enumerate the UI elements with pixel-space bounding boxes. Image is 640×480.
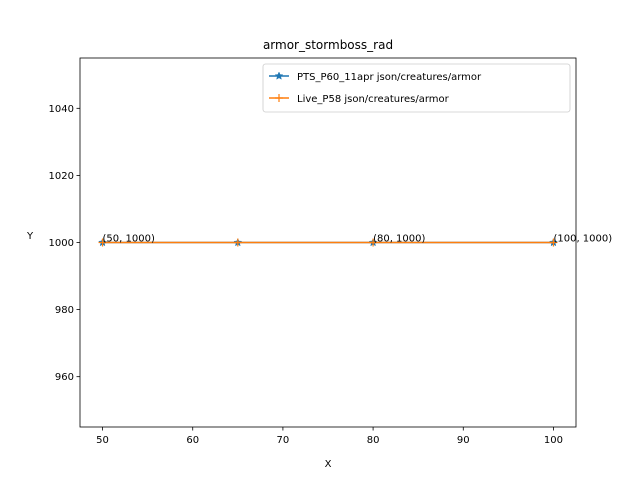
y-axis-label: Y	[26, 231, 34, 242]
x-tick-label: 80	[367, 435, 380, 446]
x-axis-label: X	[325, 459, 332, 470]
y-axis: 960 980 1000 1020 1040	[49, 104, 80, 383]
data-point-plus	[549, 238, 558, 247]
series-layer	[98, 237, 558, 247]
legend-label: Live_P58 json/creatures/armor	[297, 94, 450, 105]
y-tick-label: 960	[55, 372, 74, 383]
y-tick-label: 980	[55, 305, 74, 316]
legend-label: PTS_P60_11apr json/creatures/armor	[297, 72, 482, 83]
data-point-star	[274, 71, 284, 80]
series-2	[98, 238, 558, 247]
legend-box	[262, 63, 571, 113]
data-label: (50, 1000)	[103, 234, 155, 245]
annotation-layer: (50, 1000) (80, 1000) (100, 1000)	[103, 234, 613, 245]
data-point-plus	[98, 238, 107, 247]
data-point-plus	[233, 238, 242, 247]
legend-item: PTS_P60_11apr json/creatures/armor	[269, 71, 482, 83]
x-axis: 50 60 70 80 90 100	[96, 427, 563, 446]
data-label: (80, 1000)	[373, 234, 425, 245]
x-tick-label: 70	[277, 435, 290, 446]
data-point-plus	[275, 94, 283, 102]
y-tick-label: 1040	[49, 104, 74, 115]
x-tick-label: 50	[96, 435, 109, 446]
y-tick-label: 1020	[49, 171, 74, 182]
legend: PTS_P60_11apr json/creatures/armor Live_P…	[262, 63, 571, 113]
chart-title: armor_stormboss_rad	[263, 38, 393, 52]
x-tick-label: 90	[457, 435, 470, 446]
x-tick-label: 60	[186, 435, 199, 446]
data-point-plus	[369, 238, 378, 247]
y-tick-label: 1000	[49, 238, 74, 249]
legend-item: Live_P58 json/creatures/armor	[269, 94, 450, 105]
x-tick-label: 100	[544, 435, 563, 446]
data-label: (100, 1000)	[553, 234, 612, 245]
